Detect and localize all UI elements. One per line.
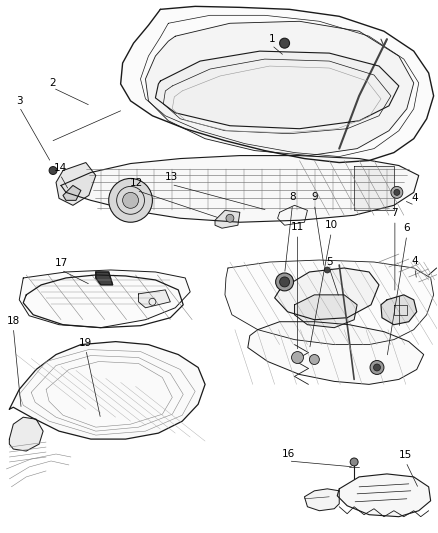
Polygon shape xyxy=(61,156,419,222)
Polygon shape xyxy=(9,342,205,439)
Circle shape xyxy=(324,267,330,273)
Circle shape xyxy=(109,179,152,222)
Circle shape xyxy=(292,352,304,364)
Circle shape xyxy=(370,360,384,375)
Text: 13: 13 xyxy=(165,173,178,182)
Circle shape xyxy=(226,214,234,222)
Circle shape xyxy=(276,273,293,291)
Text: 9: 9 xyxy=(311,192,318,203)
Polygon shape xyxy=(337,474,431,516)
Circle shape xyxy=(279,277,290,287)
Text: 2: 2 xyxy=(50,78,57,88)
Text: 11: 11 xyxy=(291,222,304,232)
Polygon shape xyxy=(304,489,339,511)
Circle shape xyxy=(394,189,400,196)
Circle shape xyxy=(374,364,381,371)
Polygon shape xyxy=(155,51,399,129)
Polygon shape xyxy=(294,295,357,328)
Polygon shape xyxy=(56,163,96,205)
Polygon shape xyxy=(96,272,113,285)
Text: 4: 4 xyxy=(411,256,418,266)
Circle shape xyxy=(309,354,319,365)
Polygon shape xyxy=(381,295,417,325)
Polygon shape xyxy=(354,166,394,211)
Circle shape xyxy=(49,166,57,174)
Circle shape xyxy=(279,38,290,48)
Text: 8: 8 xyxy=(289,192,296,203)
Text: 17: 17 xyxy=(54,258,67,268)
Polygon shape xyxy=(225,260,434,345)
Text: 4: 4 xyxy=(411,193,418,204)
Text: 18: 18 xyxy=(7,316,20,326)
Text: 5: 5 xyxy=(326,257,332,267)
Text: 10: 10 xyxy=(325,220,338,230)
Circle shape xyxy=(391,187,403,198)
Polygon shape xyxy=(215,211,240,228)
Text: 1: 1 xyxy=(268,34,275,44)
Polygon shape xyxy=(275,268,379,320)
Polygon shape xyxy=(138,290,170,308)
Circle shape xyxy=(123,192,138,208)
Polygon shape xyxy=(9,417,43,451)
Polygon shape xyxy=(19,270,190,328)
Polygon shape xyxy=(120,6,434,163)
Text: 15: 15 xyxy=(399,450,413,460)
Text: 6: 6 xyxy=(403,223,410,233)
Text: 7: 7 xyxy=(392,208,398,219)
Polygon shape xyxy=(63,185,81,200)
Polygon shape xyxy=(145,21,414,156)
Text: 14: 14 xyxy=(53,163,67,173)
Circle shape xyxy=(350,458,358,466)
Text: 19: 19 xyxy=(79,337,92,348)
Text: 16: 16 xyxy=(282,449,295,459)
Polygon shape xyxy=(248,322,424,384)
Text: 12: 12 xyxy=(130,179,143,189)
Text: 3: 3 xyxy=(16,96,23,106)
